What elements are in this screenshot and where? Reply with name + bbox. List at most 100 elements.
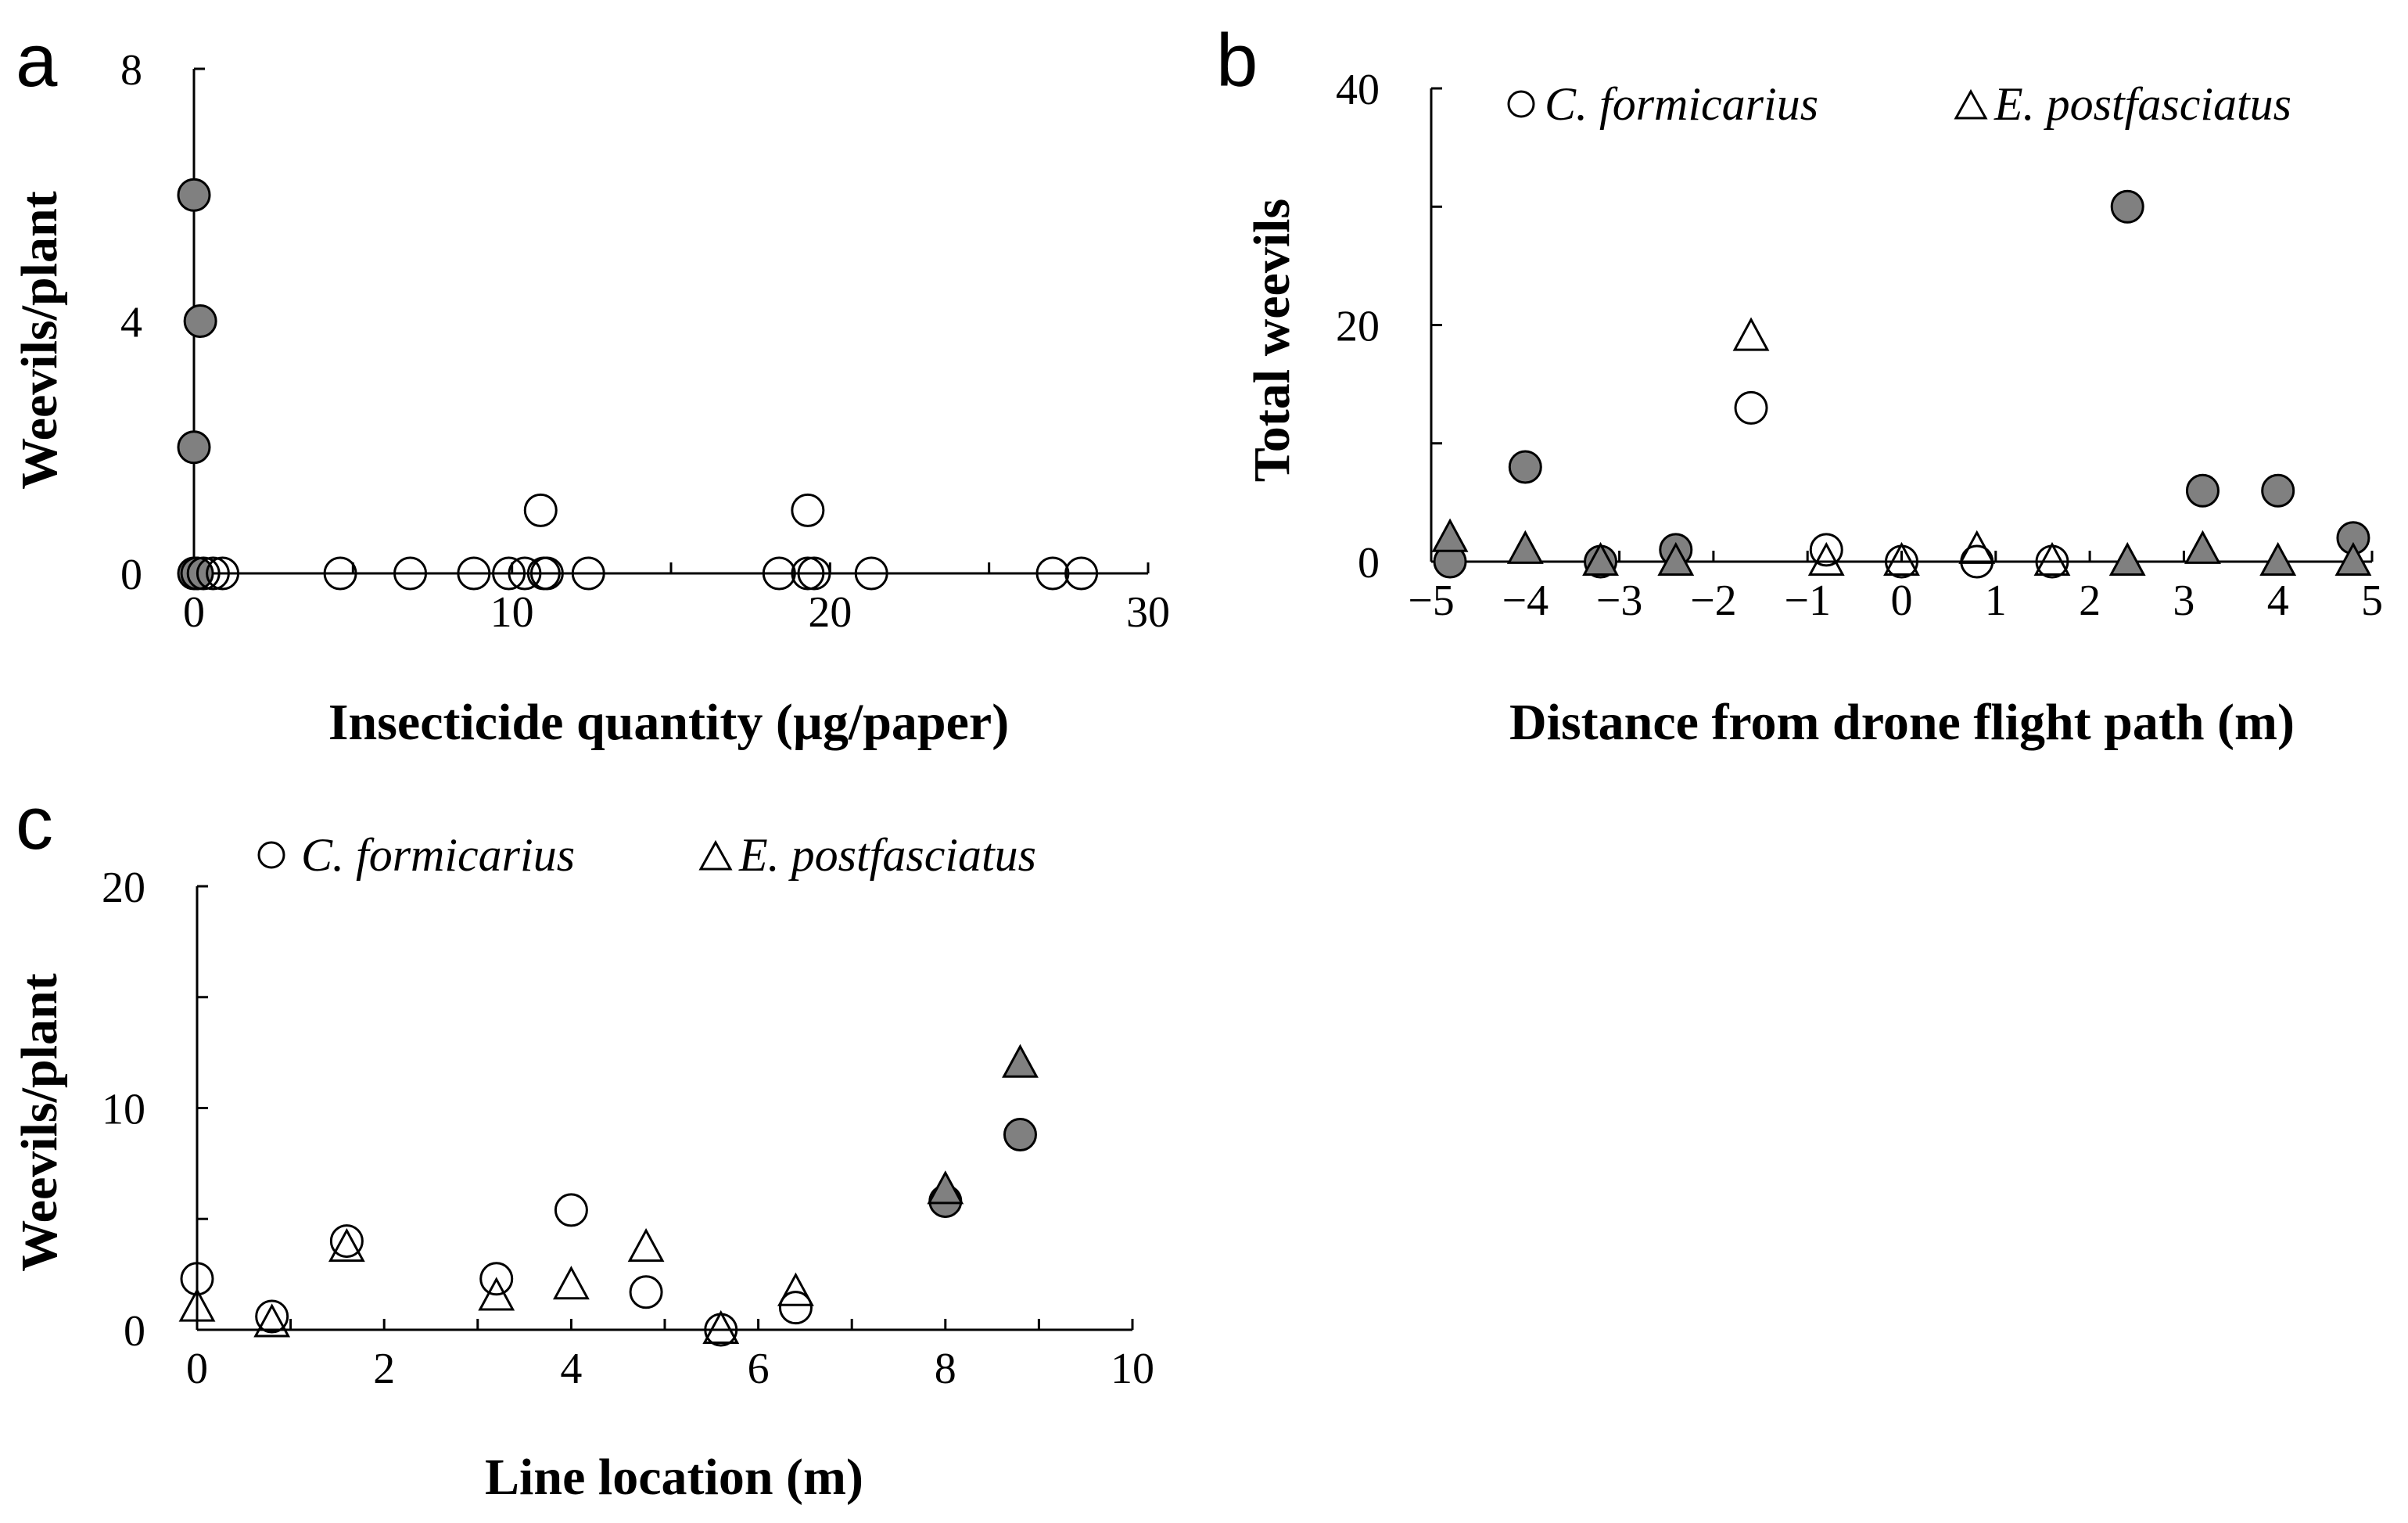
chart-b-point-triangle [2033, 541, 2071, 576]
chart-b-legend-label-1: E. postfasciatus [1994, 78, 2291, 130]
chart-c-point-triangle [178, 1288, 216, 1322]
chart-c-point-triangle [627, 1227, 665, 1263]
chart-a-point-circle [791, 493, 825, 527]
chart-c-point-triangle [478, 1277, 515, 1311]
chart-b-point-triangle [1506, 530, 1544, 564]
chart-a-xlabel: Insecticide quantity (µg/paper) [328, 694, 1009, 751]
legend-triangle-marker [1954, 88, 1988, 120]
chart-b-x-tick-label: −2 [1690, 577, 1737, 625]
chart-a-point-circle [1064, 556, 1099, 591]
chart-b-point-circle [2185, 473, 2220, 508]
chart-c-y-tick-label: 20 [102, 864, 145, 912]
chart-a-point-circle [571, 556, 605, 591]
chart-b-legend: C. formicarius E. postfasciatus [1507, 78, 2291, 130]
panel-c-letter: c [16, 781, 53, 865]
chart-b-point-triangle [1883, 541, 1920, 576]
chart-b-point-triangle [1431, 518, 1469, 552]
chart-c-xlabel: Line location (m) [485, 1449, 863, 1506]
chart-a-point-circle [183, 304, 217, 338]
chart-c-point-circle [1003, 1118, 1037, 1152]
chart-b-y-tick-label: 40 [1336, 66, 1380, 114]
chart-a-y-tick-label: 8 [120, 46, 142, 95]
chart-b-point-triangle [2184, 530, 2221, 564]
chart-b-legend-label-0: C. formicarius [1545, 78, 1818, 130]
chart-b-xlabel: Distance from drone flight path (m) [1509, 694, 2295, 751]
chart-a-point-circle [177, 430, 211, 465]
chart-b-x-tick-label: −4 [1502, 577, 1549, 625]
chart-b-x-tick-label: 1 [1985, 577, 2007, 625]
chart-b-y-tick-label: 0 [1358, 539, 1380, 587]
chart-a-point-circle [508, 556, 542, 591]
chart-c-point-circle [479, 1262, 514, 1296]
chart-c-legend-label-0: C. formicarius [301, 829, 575, 881]
chart-c-point-triangle [328, 1227, 365, 1263]
chart-b-point-circle [1734, 390, 1768, 425]
chart-a-point-circle [323, 556, 357, 591]
chart-c-y-tick-label: 10 [102, 1086, 145, 1134]
chart-a-x-tick-label: 10 [490, 588, 534, 637]
chart-b-ylabel: Total weevils [1243, 199, 1301, 482]
chart-c-point-circle [180, 1262, 214, 1296]
chart-c-point-triangle [777, 1272, 814, 1306]
chart-a-point-circle [457, 556, 491, 591]
chart-a-ylabel: Weevils/plant [11, 191, 68, 489]
chart-a-point-circle [393, 556, 428, 591]
chart-a-x-tick-label: 30 [1126, 588, 1170, 637]
chart-c-x-tick-label: 10 [1111, 1345, 1154, 1393]
chart-c-x-tick-label: 2 [373, 1345, 395, 1393]
chart-c-y-tick-label: 0 [124, 1307, 145, 1356]
chart-b-point-circle [2110, 189, 2144, 224]
chart-c-legend: C. formicarius E. postfasciatus [257, 829, 1036, 881]
chart-b-point-triangle [2108, 541, 2146, 576]
chart-a-point-circle [196, 556, 230, 591]
chart-c-point-triangle [702, 1309, 740, 1344]
chart-c-x-tick-label: 8 [935, 1345, 956, 1393]
chart-panel-b: Distance from drone flight path (m) Tota… [1243, 66, 2383, 751]
chart-b-x-tick-label: 3 [2173, 577, 2194, 625]
chart-c-x-tick-label: 4 [560, 1345, 582, 1393]
chart-b-x-tick-label: −1 [1784, 577, 1831, 625]
chart-a-y-tick-label: 4 [120, 299, 142, 347]
chart-c-point-triangle [253, 1303, 291, 1338]
chart-b-point-circle [2261, 473, 2295, 508]
panel-b-letter: b [1216, 19, 1258, 102]
chart-b-point-circle [1508, 450, 1542, 484]
chart-b-x-tick-label: 4 [2267, 577, 2289, 625]
chart-panel-c: Line location (m) Weevils/plant C. formi… [11, 829, 1154, 1506]
chart-c-point-circle [554, 1193, 588, 1227]
chart-a-point-circle [186, 556, 221, 591]
chart-c-point-circle [629, 1275, 663, 1309]
chart-a-point-circle [206, 556, 240, 591]
chart-b-point-triangle [1582, 541, 1619, 576]
chart-b-y-tick-label: 20 [1336, 303, 1380, 351]
legend-circle-marker [1507, 90, 1535, 118]
chart-a-point-circle [762, 556, 796, 591]
chart-b-point-triangle [1657, 541, 1695, 576]
chart-a-point-circle [797, 556, 831, 591]
legend-triangle-marker [698, 839, 733, 871]
chart-c-x-tick-label: 0 [186, 1345, 208, 1393]
chart-b-point-triangle [2334, 541, 2372, 576]
chart-c-point-circle [778, 1291, 813, 1325]
chart-a-point-circle [791, 556, 825, 591]
chart-b-x-tick-label: 2 [2079, 577, 2101, 625]
legend-circle-marker [257, 841, 285, 869]
chart-c-point-circle [329, 1224, 364, 1259]
chart-c-point-triangle [1002, 1043, 1039, 1078]
chart-a-point-circle [523, 493, 558, 527]
chart-a-point-circle [492, 556, 526, 591]
chart-c-legend-label-1: E. postfasciatus [738, 829, 1036, 881]
chart-b-point-triangle [2259, 541, 2297, 576]
chart-c-point-triangle [552, 1266, 590, 1300]
chart-b-point-triangle [1958, 530, 1996, 564]
chart-b-point-triangle [1807, 541, 1845, 576]
chart-a-point-circle [1035, 556, 1070, 591]
chart-c-point-triangle [927, 1170, 964, 1205]
chart-b-x-tick-label: 5 [2361, 577, 2383, 625]
chart-b-x-tick-label: −3 [1596, 577, 1643, 625]
chart-c-point-circle [255, 1299, 289, 1334]
chart-a-point-circle [177, 178, 211, 212]
chart-a-y-tick-label: 0 [120, 551, 142, 599]
chart-c-x-tick-label: 6 [748, 1345, 770, 1393]
